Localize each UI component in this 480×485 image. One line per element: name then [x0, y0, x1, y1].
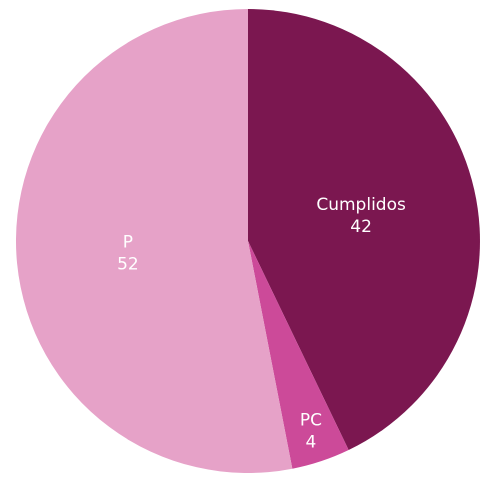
slice-value-pc: 4 [305, 432, 316, 452]
slice-value-cumplidos: 42 [350, 217, 372, 237]
slice-label-p: P [123, 233, 133, 253]
pie-slice-p [15, 9, 293, 473]
pie-slice-cumplidos [248, 9, 480, 451]
slice-label-cumplidos: Cumplidos [316, 195, 406, 215]
slice-label-pc: PC [300, 410, 322, 430]
pie-slices [15, 9, 480, 473]
pie-slice-pc [248, 241, 349, 469]
slice-value-p: 52 [117, 255, 139, 275]
